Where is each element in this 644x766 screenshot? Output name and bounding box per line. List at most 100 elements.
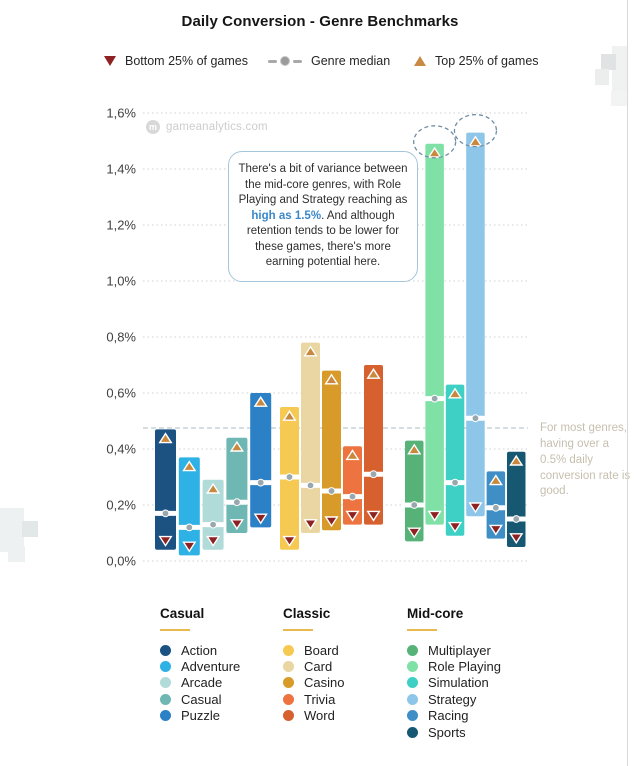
highlight-circle-strategy bbox=[453, 113, 498, 148]
annotation-bubble: There's a bit of variance between the mi… bbox=[228, 151, 418, 282]
legend-item-label: Role Playing bbox=[428, 659, 501, 675]
legend-item-arcade: Arcade bbox=[160, 675, 240, 691]
top25-marker-word bbox=[366, 367, 381, 379]
bottom25-marker-multiplayer bbox=[407, 527, 422, 539]
legend-item-label: Arcade bbox=[181, 675, 223, 691]
highlight-circle-role-playing bbox=[412, 125, 457, 159]
median-dot-casual bbox=[233, 498, 241, 507]
legend-items: Board Card Casino Trivia Word bbox=[283, 642, 344, 724]
legend-top25-label: Top 25% of games bbox=[435, 54, 539, 68]
side-note: For most genres, having over a 0.5% dail… bbox=[540, 422, 631, 498]
median-dot-sports bbox=[512, 515, 521, 523]
bottom25-triangle-icon bbox=[104, 56, 116, 66]
watermark-text: gameanalytics.com bbox=[166, 121, 268, 133]
artifact-block bbox=[0, 508, 24, 552]
legend-color-dot bbox=[283, 677, 294, 689]
y-tick-label: 0,0% bbox=[106, 554, 136, 569]
legend-item-word: Word bbox=[283, 708, 344, 724]
legend-items: Multiplayer Role Playing Simulation Strateg… bbox=[407, 642, 501, 740]
legend-underline bbox=[283, 629, 313, 631]
artifact-block bbox=[601, 54, 616, 70]
bar-puzzle bbox=[250, 393, 272, 528]
legend-median-label: Genre median bbox=[311, 54, 391, 68]
legend-item-adventure: Adventure bbox=[160, 658, 240, 674]
median-dot-puzzle bbox=[256, 478, 265, 487]
bar-sports bbox=[507, 451, 526, 547]
bar-simulation bbox=[445, 384, 465, 536]
top25-marker-casino bbox=[324, 373, 339, 385]
bottom25-marker-trivia bbox=[345, 510, 360, 522]
legend-median: Genre median bbox=[268, 54, 390, 68]
artifact-block bbox=[595, 69, 609, 85]
bar-multiplayer bbox=[405, 440, 424, 542]
top25-marker-casual bbox=[229, 440, 244, 452]
legend-header-casual: Casual bbox=[160, 606, 205, 621]
bottom25-marker-role-playing bbox=[427, 510, 442, 522]
annotation-highlight: high as 1.5% bbox=[251, 209, 322, 222]
legend-color-dot bbox=[160, 677, 171, 689]
legend-items: Action Adventure Arcade Casual Puzzle bbox=[160, 642, 240, 724]
legend-item-card: Card bbox=[283, 658, 344, 674]
top25-marker-action bbox=[158, 432, 173, 444]
legend-item-label: Simulation bbox=[428, 675, 489, 691]
legend-item-label: Strategy bbox=[428, 691, 477, 707]
bar-arcade bbox=[202, 479, 224, 550]
legend-column-casual: Casual Action Adventure Arcade Casual Puzzle bbox=[160, 606, 240, 724]
bottom25-marker-simulation bbox=[447, 521, 463, 533]
legend-header-classic: Classic bbox=[283, 606, 331, 621]
median-dot-word bbox=[369, 470, 378, 479]
legend-item-trivia: Trivia bbox=[283, 691, 344, 707]
top25-marker-multiplayer bbox=[407, 443, 422, 455]
legend-item-label: Multiplayer bbox=[428, 642, 491, 658]
legend-color-dot bbox=[407, 677, 418, 689]
bar-casual bbox=[226, 437, 248, 533]
top25-marker-simulation bbox=[447, 387, 463, 399]
y-tick-label: 1,2% bbox=[106, 218, 136, 233]
legend-item-label: Trivia bbox=[304, 691, 336, 707]
legend-bottom25: Bottom 25% of games bbox=[104, 54, 248, 68]
bar-adventure bbox=[178, 457, 200, 556]
bottom25-marker-casino bbox=[324, 516, 339, 528]
legend-item-role-playing: Role Playing bbox=[407, 658, 501, 674]
legend-color-dot bbox=[407, 693, 418, 705]
y-tick-label: 0,6% bbox=[106, 386, 136, 401]
median-dot-board bbox=[285, 473, 294, 481]
median-dot-racing bbox=[491, 503, 500, 512]
y-tick-label: 1,6% bbox=[106, 106, 136, 121]
y-tick-label: 1,4% bbox=[106, 162, 136, 177]
legend-item-action: Action bbox=[160, 642, 240, 658]
legend-header-mid-core: Mid-core bbox=[407, 606, 464, 621]
bottom25-marker-arcade bbox=[206, 535, 221, 547]
legend-color-dot bbox=[407, 710, 418, 722]
bar-casino bbox=[322, 370, 341, 531]
legend-color-dot bbox=[407, 661, 418, 673]
annotation-pre: There's a bit of variance between the mi… bbox=[238, 163, 408, 207]
bar-word bbox=[364, 365, 383, 525]
median-dot-trivia bbox=[348, 492, 357, 501]
legend-item-label: Casino bbox=[304, 675, 345, 691]
median-dot-role-playing bbox=[430, 394, 439, 403]
artifact-block bbox=[22, 521, 38, 537]
benchmark-chart: 0,0% 0,2% 0,4% 0,6% 0,8% 1,0% 1,2% 1,4% 1,6% bbox=[106, 106, 528, 569]
legend-column-classic: Classic Board Card Casino Trivia Word bbox=[283, 606, 344, 724]
median-dot-adventure bbox=[185, 523, 194, 532]
legend-item-label: Word bbox=[304, 708, 335, 724]
legend-color-dot bbox=[160, 710, 171, 722]
legend-color-dot bbox=[160, 644, 171, 656]
top25-marker-sports bbox=[509, 454, 524, 466]
legend-item-label: Racing bbox=[428, 708, 469, 724]
legend-bottom25-label: Bottom 25% of games bbox=[125, 54, 248, 68]
top25-marker-trivia bbox=[345, 449, 360, 461]
legend-item-multiplayer: Multiplayer bbox=[407, 642, 501, 658]
y-tick-label: 0,2% bbox=[106, 498, 136, 513]
legend-top25: Top 25% of games bbox=[414, 54, 539, 68]
top25-marker-card bbox=[303, 345, 318, 357]
bar-action bbox=[155, 429, 176, 550]
top25-marker-puzzle bbox=[253, 395, 268, 407]
bottom25-marker-adventure bbox=[182, 541, 197, 553]
bottom25-marker-board bbox=[282, 535, 297, 547]
bar-role-playing bbox=[425, 143, 444, 525]
legend-color-dot bbox=[283, 710, 294, 722]
gameanalytics-logo-icon: m bbox=[146, 120, 160, 134]
